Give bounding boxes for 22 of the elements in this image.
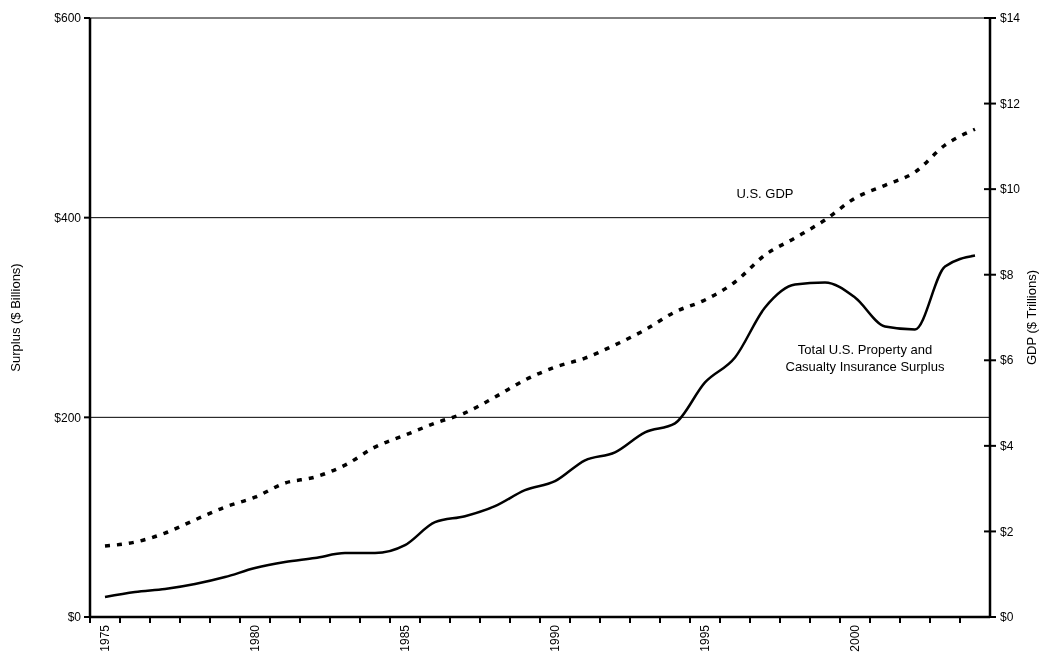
x-tick-label: 1985 [398,624,413,652]
y-tick-label: $200 [54,410,82,425]
y2-tick-label: $8 [1000,267,1014,282]
y-tick-label: $0 [67,610,82,625]
y2-tick-label: $0 [1000,610,1014,625]
y2-tick-label: $4 [1000,439,1014,454]
x-tick-label: 2000 [848,624,863,652]
x-tick-label: 1995 [698,624,713,652]
y2-tick-label: $12 [1000,96,1021,111]
y2-tick-label: $14 [1000,11,1021,26]
x-tick-label: 1990 [548,624,563,652]
text: U.S. GDP [736,185,794,201]
y2-tick-label: $2 [1000,524,1014,539]
y-tick-label: $600 [54,11,82,26]
x-tick-label: 1975 [98,624,113,652]
y-axis-title: Surplus ($ Billions) [8,263,23,372]
y2-tick-label: $6 [1000,353,1014,368]
x-tick-label: 1980 [248,624,263,652]
y2-tick-label: $10 [1000,182,1021,197]
y-tick-label: $400 [54,210,82,225]
y2-axis-title: GDP ($ Trillions) [1024,269,1039,366]
text: Total U.S. Property and Casualty Insurance Surplus [785,342,945,375]
